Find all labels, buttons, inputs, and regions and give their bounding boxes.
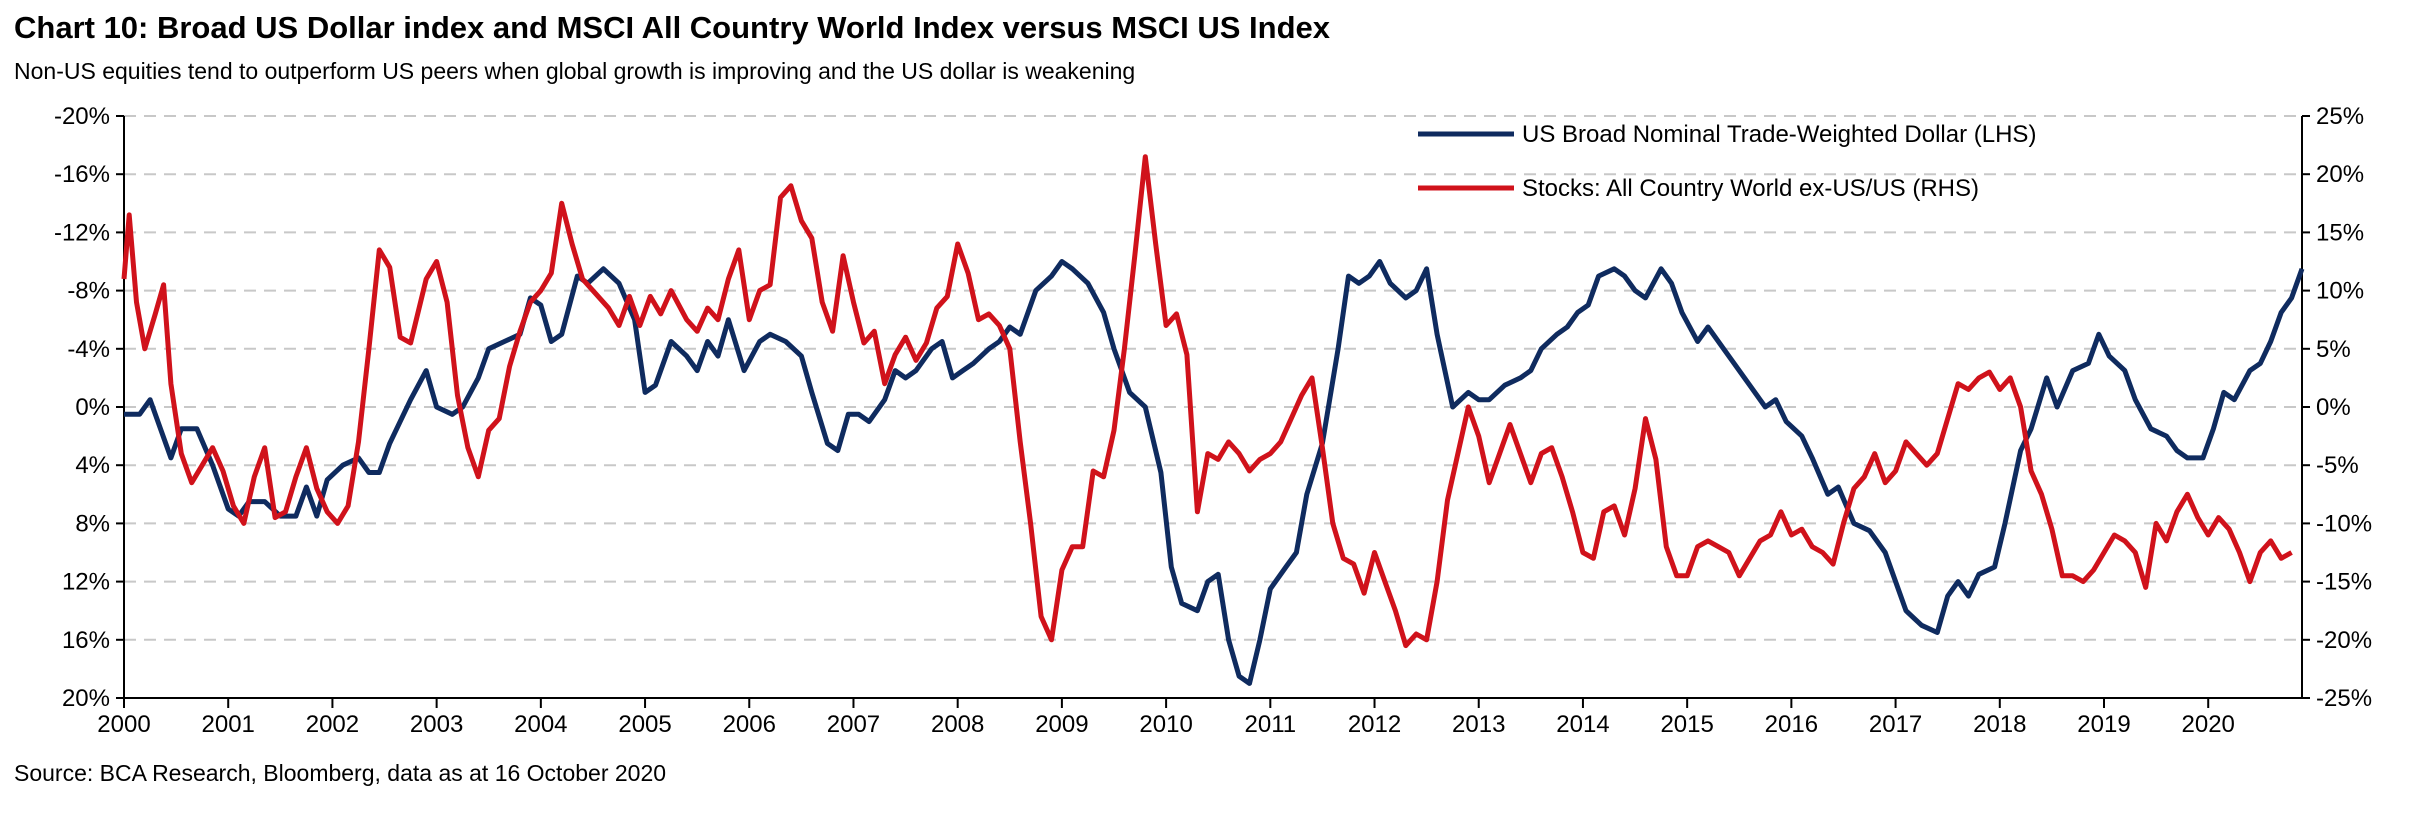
y-left-tick-label: -8% — [67, 278, 110, 305]
y-left-tick-label: 20% — [62, 685, 110, 712]
y-right-tick-label: -25% — [2316, 685, 2372, 712]
x-tick-label: 2004 — [514, 711, 567, 738]
x-tick-label: 2011 — [1245, 711, 1297, 738]
chart-title: Chart 10: Broad US Dollar index and MSCI… — [14, 10, 1331, 45]
series-line-stocks-ratio — [121, 154, 2293, 649]
x-tick-label: 2017 — [1869, 711, 1922, 738]
y-left-tick-label: 4% — [75, 452, 110, 479]
y-left-tick-label: 16% — [62, 627, 110, 654]
x-tick-label: 2012 — [1348, 711, 1401, 738]
series-lines — [121, 154, 2305, 686]
y-right-tick-label: 5% — [2316, 336, 2351, 363]
y-right-tick-label: 0% — [2316, 394, 2351, 421]
y-left-tick-label: -16% — [54, 161, 110, 188]
y-left-tick-label: -20% — [54, 103, 110, 130]
x-tick-label: 2001 — [202, 711, 255, 738]
x-tick-label: 2019 — [2077, 711, 2130, 738]
y-left-tick-label: 0% — [75, 394, 110, 421]
x-tick-label: 2007 — [827, 711, 880, 738]
y-right-tick-label: -15% — [2316, 569, 2372, 596]
y-left-tick-label: 12% — [62, 569, 110, 596]
x-tick-label: 2000 — [97, 711, 150, 738]
y-right-tick-label: 15% — [2316, 219, 2364, 246]
x-tick-label: 2005 — [618, 711, 671, 738]
y-right-tick-label: 25% — [2316, 103, 2364, 130]
y-right-tick-label: -5% — [2316, 452, 2359, 479]
y-left-tick-label: 8% — [75, 510, 110, 537]
series-line-us-dollar — [124, 259, 2305, 686]
x-tick-label: 2018 — [1973, 711, 2026, 738]
y-right-tick-label: 10% — [2316, 278, 2364, 305]
y-left-tick-label: -4% — [67, 336, 110, 363]
y-right-tick-label: -10% — [2316, 510, 2372, 537]
y-right-tick-label: 20% — [2316, 161, 2364, 188]
x-tick-label: 2015 — [1660, 711, 1713, 738]
legend-label: US Broad Nominal Trade-Weighted Dollar (… — [1522, 121, 2036, 148]
y-right-tick-label: -20% — [2316, 627, 2372, 654]
x-tick-label: 2014 — [1556, 711, 1609, 738]
chart-subtitle: Non-US equities tend to outperform US pe… — [14, 58, 1136, 84]
x-tick-label: 2006 — [723, 711, 776, 738]
x-tick-label: 2009 — [1035, 711, 1088, 738]
x-tick-label: 2020 — [2182, 711, 2235, 738]
y-left-tick-label: -12% — [54, 219, 110, 246]
x-tick-label: 2013 — [1452, 711, 1505, 738]
chart-source: Source: BCA Research, Bloomberg, data as… — [14, 760, 667, 786]
x-tick-label: 2008 — [931, 711, 984, 738]
legend: US Broad Nominal Trade-Weighted Dollar (… — [1418, 121, 2036, 202]
axes: -20% -16% -12% -8% -4% 0% 4% 8% 12% 16% 20% 25% 20% 1… — [54, 103, 2372, 738]
legend-label: Stocks: All Country World ex-US/US (RHS) — [1522, 175, 1979, 202]
x-tick-label: 2002 — [306, 711, 359, 738]
x-tick-label: 2016 — [1765, 711, 1818, 738]
x-tick-label: 2010 — [1139, 711, 1192, 738]
x-tick-label: 2003 — [410, 711, 463, 738]
